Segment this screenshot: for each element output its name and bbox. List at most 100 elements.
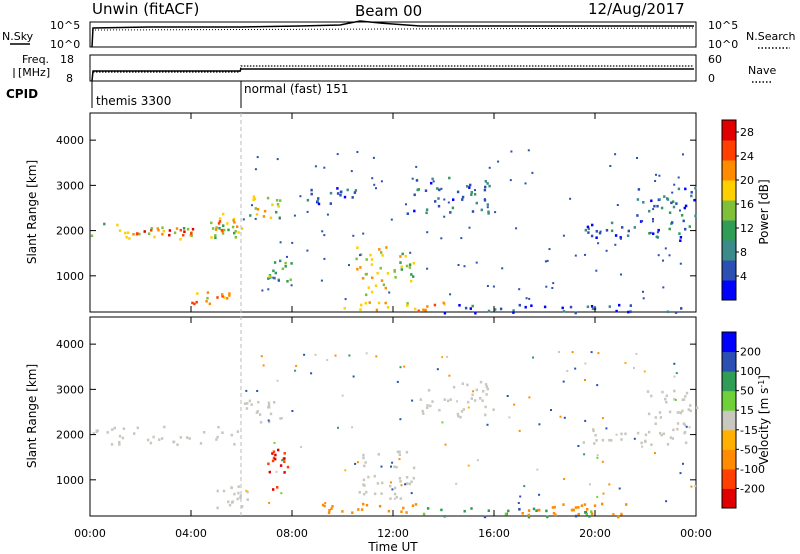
power-cell <box>648 232 651 235</box>
power-cell <box>682 219 685 223</box>
velocity-ylabel: Slant Range [km] <box>25 364 39 468</box>
velocity-cell <box>476 459 479 462</box>
power-cell <box>261 289 264 292</box>
velocity-cell <box>250 403 253 406</box>
power-cell <box>323 234 326 237</box>
velocity-ytick-label: 1000 <box>56 474 84 487</box>
power-cell <box>359 308 362 311</box>
power-cell <box>206 296 209 300</box>
velocity-cell <box>689 404 692 407</box>
power-cell <box>650 199 653 203</box>
velocity-cell <box>654 422 657 425</box>
power-cell <box>291 241 294 244</box>
power-cell <box>524 182 527 185</box>
velocity-cell <box>431 400 434 403</box>
power-cell <box>216 296 219 299</box>
power-cell <box>656 231 659 234</box>
velocity-cell <box>688 426 691 429</box>
power-cell <box>636 157 638 159</box>
velocity-cell <box>487 509 490 512</box>
power-cell <box>276 203 280 206</box>
power-cell <box>515 227 518 230</box>
velocity-cell <box>396 450 400 454</box>
velocity-cell <box>257 400 260 404</box>
power-cell <box>636 214 639 217</box>
power-cell <box>242 218 245 221</box>
power-cell <box>437 197 440 200</box>
velocity-cell <box>404 483 407 486</box>
velocity-cell <box>267 401 271 405</box>
velocity-colorbar-tick-label: 200 <box>740 346 761 359</box>
power-cell <box>673 183 676 186</box>
power-cell <box>386 272 390 275</box>
velocity-colorbar-label-main: Velocity [m s <box>757 388 771 465</box>
power-cell <box>228 294 231 297</box>
power-cell <box>637 188 641 191</box>
velocity-cell <box>158 438 161 441</box>
power-cell <box>254 207 257 210</box>
power-cell <box>400 268 403 271</box>
power-cell <box>227 228 230 232</box>
power-cell <box>236 225 239 228</box>
velocity-cell <box>410 480 413 484</box>
power-cell <box>281 267 285 271</box>
velocity-cell <box>550 409 552 411</box>
power-cell <box>679 209 681 212</box>
power-cell <box>544 260 547 263</box>
velocity-cell <box>486 387 489 391</box>
velocity-cell <box>179 436 182 439</box>
velocity-cell <box>584 419 587 422</box>
velocity-cell <box>455 482 458 485</box>
velocity-cell <box>479 380 483 384</box>
power-ytick-label: 4000 <box>56 134 84 147</box>
velocity-cell <box>400 484 403 487</box>
power-cell <box>267 288 270 291</box>
power-cell <box>561 306 564 310</box>
velocity-cell <box>633 367 635 369</box>
power-cell <box>353 191 357 194</box>
power-cell <box>656 204 659 208</box>
velocity-cell <box>633 437 636 440</box>
velocity-cell <box>513 403 516 406</box>
power-cell <box>218 227 221 230</box>
power-cell <box>253 197 257 201</box>
power-cell <box>480 208 483 212</box>
velocity-cell <box>601 417 604 420</box>
velocity-cell <box>640 441 643 445</box>
velocity-y-ticks: 1000 2000 3000 4000 <box>56 338 696 487</box>
power-cell <box>662 286 665 289</box>
velocity-cell <box>443 398 446 401</box>
power-cell <box>256 156 259 159</box>
power-cell <box>186 227 190 231</box>
velocity-cell <box>527 515 531 519</box>
velocity-cell <box>237 485 240 488</box>
power-cell <box>605 229 609 232</box>
velocity-cell <box>644 433 648 437</box>
velocity-cell <box>133 432 136 435</box>
power-cell <box>591 307 595 310</box>
velocity-cell <box>256 390 259 392</box>
power-cell <box>684 187 687 191</box>
nsky-label: N.Sky <box>2 30 34 43</box>
power-cell <box>143 230 146 233</box>
velocity-cell <box>239 496 242 499</box>
power-cell <box>218 217 222 220</box>
power-cell <box>586 305 590 309</box>
power-cell <box>182 233 185 237</box>
power-cell <box>664 247 667 250</box>
velocity-cell <box>456 400 459 403</box>
power-cell <box>629 310 632 313</box>
power-cell <box>196 292 199 295</box>
velocity-cell <box>583 453 586 456</box>
power-cell <box>274 271 277 275</box>
power-cell <box>175 227 179 230</box>
velocity-cell <box>92 432 95 435</box>
power-cell <box>306 210 309 213</box>
velocity-cell <box>601 502 604 506</box>
power-cell <box>399 261 402 264</box>
velocity-cell <box>684 395 687 398</box>
power-cell <box>386 306 390 309</box>
velocity-colorbar-swatch <box>722 410 736 431</box>
power-cell <box>390 218 393 221</box>
velocity-cell <box>484 383 488 386</box>
